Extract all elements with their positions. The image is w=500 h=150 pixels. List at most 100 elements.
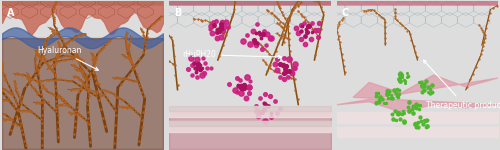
Bar xyxy=(2,2,163,4)
Bar xyxy=(170,1,330,3)
Bar xyxy=(337,2,498,3)
Bar xyxy=(2,2,163,3)
Bar xyxy=(337,2,498,3)
Bar xyxy=(337,2,498,3)
Text: rHuPH20: rHuPH20 xyxy=(182,50,282,59)
Bar xyxy=(2,1,163,2)
Bar xyxy=(2,1,163,3)
Bar xyxy=(337,1,498,2)
Bar xyxy=(2,2,163,3)
Bar xyxy=(337,1,498,3)
Bar xyxy=(170,2,330,3)
Bar xyxy=(337,1,498,2)
Bar xyxy=(337,1,498,2)
Bar xyxy=(337,1,498,3)
Bar xyxy=(170,1,330,2)
Bar xyxy=(2,1,163,2)
Bar xyxy=(170,2,330,4)
Bar xyxy=(170,1,330,3)
Bar xyxy=(170,1,330,2)
Text: Hyaluronan: Hyaluronan xyxy=(38,46,98,70)
Bar xyxy=(170,1,330,2)
Bar xyxy=(2,2,163,3)
Bar xyxy=(170,2,330,3)
Bar xyxy=(170,1,330,2)
Bar xyxy=(337,2,498,3)
Bar xyxy=(170,1,330,2)
Bar xyxy=(337,2,498,3)
Bar xyxy=(2,1,163,2)
Bar xyxy=(2,1,163,3)
Bar xyxy=(337,1,498,3)
Bar xyxy=(170,1,330,2)
Text: Therapeutic product: Therapeutic product xyxy=(424,60,500,110)
Bar xyxy=(337,1,498,3)
Bar xyxy=(337,2,498,3)
Bar xyxy=(2,1,163,3)
Bar xyxy=(2,2,163,3)
Bar xyxy=(2,2,163,3)
Bar xyxy=(337,2,498,3)
Bar xyxy=(170,2,330,3)
Bar xyxy=(2,1,163,2)
Bar xyxy=(2,2,163,3)
Bar xyxy=(337,2,498,3)
Bar xyxy=(2,2,163,3)
Bar xyxy=(337,2,498,3)
Bar xyxy=(2,2,163,3)
Bar xyxy=(2,1,163,3)
Bar xyxy=(2,1,163,3)
Bar xyxy=(337,1,498,3)
Bar xyxy=(337,1,498,3)
Bar xyxy=(170,2,330,3)
Bar xyxy=(337,2,498,3)
Bar xyxy=(337,1,498,3)
Bar xyxy=(170,1,330,3)
Bar xyxy=(170,1,330,3)
Bar xyxy=(170,1,330,3)
Bar xyxy=(337,2,498,3)
Bar xyxy=(170,2,330,3)
Bar xyxy=(337,1,498,3)
Bar xyxy=(2,2,163,3)
Bar xyxy=(2,2,163,3)
Bar xyxy=(337,2,498,3)
Bar xyxy=(2,1,163,3)
Bar xyxy=(2,1,163,2)
Bar xyxy=(337,1,498,2)
Bar xyxy=(337,2,498,3)
Bar xyxy=(337,2,498,3)
Bar xyxy=(337,1,498,3)
Bar xyxy=(2,1,163,2)
Bar xyxy=(337,1,498,3)
Bar xyxy=(170,1,330,3)
Bar xyxy=(2,1,163,3)
Bar xyxy=(337,2,498,3)
Bar xyxy=(2,2,163,3)
Bar xyxy=(2,1,163,3)
Bar xyxy=(337,1,498,3)
Bar xyxy=(2,1,163,3)
Bar xyxy=(337,2,498,3)
Bar xyxy=(337,2,498,3)
Bar xyxy=(2,2,163,3)
Bar xyxy=(337,1,498,3)
Bar xyxy=(2,1,163,2)
Bar xyxy=(337,2,498,3)
Bar xyxy=(170,1,330,3)
Bar xyxy=(337,2,498,4)
Bar xyxy=(2,1,163,3)
Bar xyxy=(170,2,330,3)
Bar xyxy=(2,2,163,4)
Bar xyxy=(2,1,163,3)
Bar xyxy=(170,1,330,2)
Bar xyxy=(170,1,330,2)
Bar xyxy=(170,2,330,3)
Bar xyxy=(2,1,163,3)
Bar xyxy=(170,1,330,3)
Bar xyxy=(2,2,163,3)
Bar xyxy=(2,2,163,3)
Bar xyxy=(337,1,498,2)
Bar xyxy=(2,1,163,3)
Bar xyxy=(337,1,498,2)
